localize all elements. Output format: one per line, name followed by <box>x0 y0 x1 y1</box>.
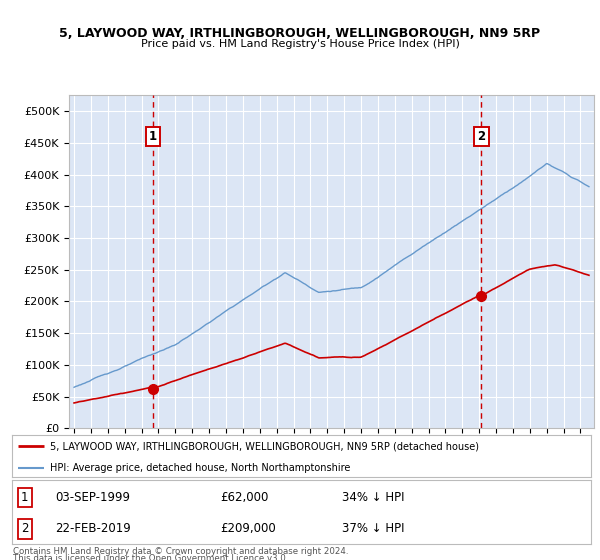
Text: 5, LAYWOOD WAY, IRTHLINGBOROUGH, WELLINGBOROUGH, NN9 5RP: 5, LAYWOOD WAY, IRTHLINGBOROUGH, WELLING… <box>59 27 541 40</box>
Text: 37% ↓ HPI: 37% ↓ HPI <box>342 522 404 535</box>
Text: 03-SEP-1999: 03-SEP-1999 <box>55 491 130 504</box>
Text: £62,000: £62,000 <box>220 491 269 504</box>
Text: HPI: Average price, detached house, North Northamptonshire: HPI: Average price, detached house, Nort… <box>50 463 350 473</box>
Text: 34% ↓ HPI: 34% ↓ HPI <box>342 491 404 504</box>
Text: 5, LAYWOOD WAY, IRTHLINGBOROUGH, WELLINGBOROUGH, NN9 5RP (detached house): 5, LAYWOOD WAY, IRTHLINGBOROUGH, WELLING… <box>50 441 479 451</box>
Text: This data is licensed under the Open Government Licence v3.0.: This data is licensed under the Open Gov… <box>13 554 289 560</box>
Text: 2: 2 <box>21 522 28 535</box>
Text: 1: 1 <box>21 491 28 504</box>
Text: Contains HM Land Registry data © Crown copyright and database right 2024.: Contains HM Land Registry data © Crown c… <box>13 547 349 556</box>
Text: 1: 1 <box>149 130 157 143</box>
Text: £209,000: £209,000 <box>220 522 276 535</box>
Text: 2: 2 <box>477 130 485 143</box>
Text: 22-FEB-2019: 22-FEB-2019 <box>55 522 131 535</box>
Text: Price paid vs. HM Land Registry's House Price Index (HPI): Price paid vs. HM Land Registry's House … <box>140 39 460 49</box>
